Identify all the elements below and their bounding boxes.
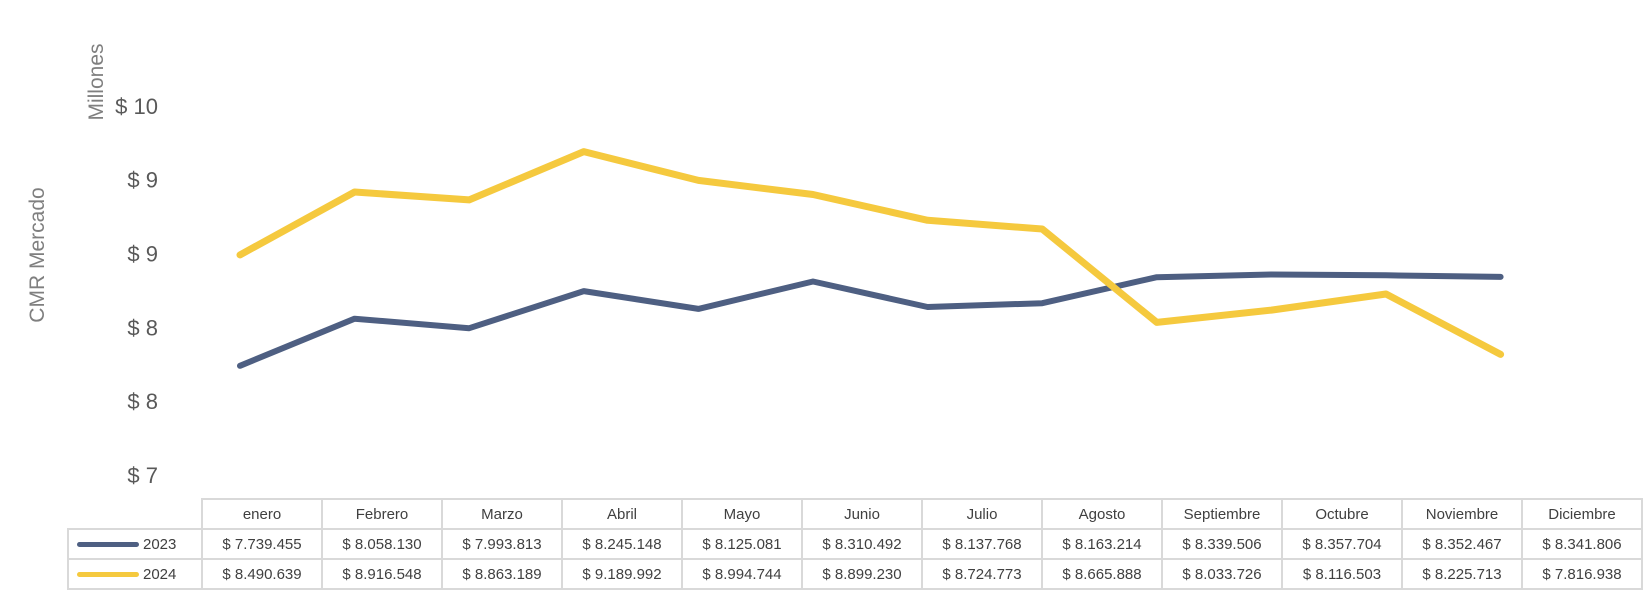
legend-key-2023: 2023 — [67, 528, 203, 560]
y-tick-label: $ 8 — [127, 389, 158, 414]
legend-label-2024: 2024 — [143, 565, 177, 583]
x-tick-label: Febrero — [321, 498, 443, 530]
legend-swatch-2023 — [77, 542, 139, 548]
data-label: $ 8.225.713 — [1401, 558, 1523, 590]
data-label: $ 8.352.467 — [1401, 528, 1523, 560]
data-table: enero Febrero Marzo Abril Mayo Junio Julio Agos… — [67, 498, 1643, 590]
x-tick-label: Mayo — [681, 498, 803, 530]
plot-lines — [236, 148, 1505, 369]
data-label: $ 8.116.503 — [1281, 558, 1403, 590]
y-tick-label: $ 10 — [115, 94, 158, 119]
y-tick-label: $ 8 — [127, 315, 158, 340]
data-label: $ 8.724.773 — [921, 558, 1043, 590]
data-label: $ 7.739.455 — [201, 528, 323, 560]
y-axis-ticks: $ 7 $ 8 $ 8 $ 9 $ 9 $ 10 — [115, 94, 158, 488]
data-label: $ 8.863.189 — [441, 558, 563, 590]
data-label: $ 8.058.130 — [321, 528, 443, 560]
data-label: $ 8.490.639 — [201, 558, 323, 590]
data-table-row-2024: 2024 $ 8.490.639 $ 8.916.548 $ 8.863.189 $ … — [67, 558, 1643, 590]
data-label: $ 7.816.938 — [1521, 558, 1643, 590]
x-tick-label: Julio — [921, 498, 1043, 530]
x-tick-label: Diciembre — [1521, 498, 1643, 530]
x-tick-label: Octubre — [1281, 498, 1403, 530]
x-tick-label: Abril — [561, 498, 683, 530]
legend-label-2023: 2023 — [143, 535, 177, 553]
y-tick-label: $ 7 — [127, 463, 158, 488]
data-table-row-2023: 2023 $ 7.739.455 $ 8.058.130 $ 7.993.813 $ … — [67, 528, 1643, 560]
legend-swatch-2024 — [77, 572, 139, 578]
legend-key-2024: 2024 — [67, 558, 203, 590]
series-line-2023 — [237, 271, 1504, 369]
y-tick-label: $ 9 — [127, 242, 158, 267]
y-axis-unit-label: Millones — [85, 43, 108, 120]
x-tick-label: Agosto — [1041, 498, 1163, 530]
x-tick-label: Marzo — [441, 498, 563, 530]
x-tick-label: enero — [201, 498, 323, 530]
data-label: $ 8.341.806 — [1521, 528, 1643, 560]
data-label: $ 8.163.214 — [1041, 528, 1163, 560]
data-label: $ 8.899.230 — [801, 558, 923, 590]
x-tick-label: Junio — [801, 498, 923, 530]
data-label: $ 7.993.813 — [441, 528, 563, 560]
data-label: $ 8.357.704 — [1281, 528, 1403, 560]
data-label: $ 8.339.506 — [1161, 528, 1283, 560]
data-label: $ 8.310.492 — [801, 528, 923, 560]
data-label: $ 8.033.726 — [1161, 558, 1283, 590]
series-line-2024 — [236, 148, 1505, 358]
data-label: $ 8.916.548 — [321, 558, 443, 590]
x-tick-label: Noviembre — [1401, 498, 1523, 530]
data-table-corner — [68, 499, 203, 530]
data-label: $ 8.137.768 — [921, 528, 1043, 560]
data-label: $ 8.125.081 — [681, 528, 803, 560]
data-table-header-row: enero Febrero Marzo Abril Mayo Junio Julio Agos… — [68, 498, 1643, 530]
x-tick-label: Septiembre — [1161, 498, 1283, 530]
data-label: $ 8.245.148 — [561, 528, 683, 560]
data-label: $ 9.189.992 — [561, 558, 683, 590]
y-tick-label: $ 9 — [127, 168, 158, 193]
data-label: $ 8.665.888 — [1041, 558, 1163, 590]
data-label: $ 8.994.744 — [681, 558, 803, 590]
y-axis-title: CMR Mercado — [26, 187, 49, 322]
